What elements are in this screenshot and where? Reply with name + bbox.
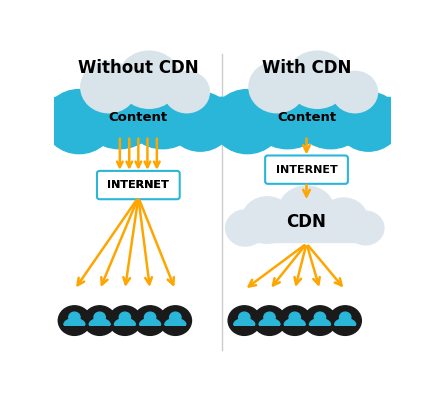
Circle shape	[94, 312, 105, 322]
Circle shape	[226, 210, 265, 246]
Polygon shape	[115, 318, 135, 325]
Circle shape	[239, 312, 250, 322]
Text: INTERNET: INTERNET	[276, 165, 337, 175]
FancyBboxPatch shape	[97, 171, 180, 199]
Circle shape	[336, 92, 401, 151]
Circle shape	[159, 306, 191, 335]
Circle shape	[347, 211, 384, 245]
Circle shape	[212, 90, 282, 154]
Circle shape	[79, 75, 160, 149]
Circle shape	[319, 198, 368, 242]
Circle shape	[69, 312, 80, 322]
Circle shape	[264, 312, 275, 322]
Text: CDN: CDN	[286, 213, 326, 231]
Circle shape	[44, 90, 114, 154]
Text: INTERNET: INTERNET	[108, 180, 169, 190]
FancyBboxPatch shape	[265, 156, 348, 184]
Text: Without CDN: Without CDN	[78, 59, 199, 77]
Bar	[212, 97, 401, 141]
Text: INTERNET: INTERNET	[108, 180, 169, 190]
Circle shape	[278, 186, 335, 238]
Circle shape	[119, 312, 131, 322]
Circle shape	[242, 197, 293, 243]
Circle shape	[145, 312, 156, 322]
Circle shape	[83, 306, 116, 335]
Circle shape	[170, 312, 181, 322]
Bar	[241, 212, 372, 242]
Circle shape	[304, 306, 336, 335]
Text: With CDN: With CDN	[262, 59, 351, 77]
Circle shape	[289, 312, 300, 322]
Circle shape	[339, 312, 351, 322]
Circle shape	[125, 80, 200, 149]
Polygon shape	[259, 318, 280, 325]
Polygon shape	[140, 318, 161, 325]
Bar	[44, 97, 233, 141]
Circle shape	[286, 51, 349, 108]
Circle shape	[228, 306, 260, 335]
Circle shape	[168, 92, 233, 151]
Circle shape	[249, 62, 305, 113]
Circle shape	[58, 306, 91, 335]
Text: Content: Content	[277, 111, 336, 124]
Circle shape	[118, 51, 180, 108]
Circle shape	[164, 71, 209, 113]
Text: Content: Content	[109, 111, 168, 124]
Circle shape	[81, 62, 137, 113]
Polygon shape	[284, 318, 305, 325]
Polygon shape	[64, 318, 85, 325]
Circle shape	[134, 306, 166, 335]
Polygon shape	[89, 318, 110, 325]
Circle shape	[332, 71, 378, 113]
Circle shape	[109, 306, 141, 335]
Circle shape	[293, 80, 368, 149]
Polygon shape	[335, 318, 356, 325]
Circle shape	[253, 306, 286, 335]
Polygon shape	[234, 318, 255, 325]
Circle shape	[247, 75, 328, 149]
Polygon shape	[165, 318, 186, 325]
Circle shape	[279, 306, 311, 335]
Circle shape	[314, 312, 326, 322]
Polygon shape	[309, 318, 330, 325]
Circle shape	[329, 306, 362, 335]
